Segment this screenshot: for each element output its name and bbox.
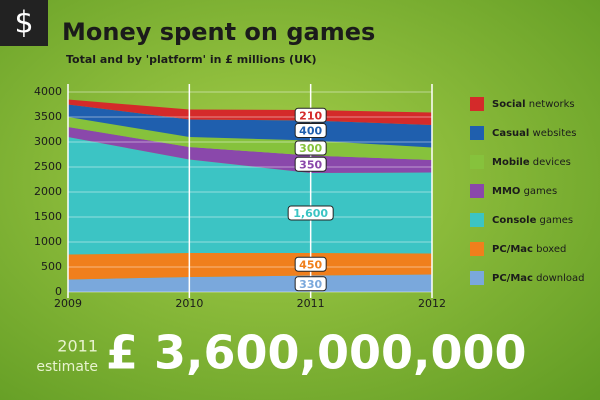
legend-label: PC/Mac download [492,273,585,284]
value-label-box [294,140,327,156]
area [68,104,432,148]
value-label: 400 [299,125,322,138]
y-tick-label: 500 [41,260,62,273]
y-tick-label: 2000 [34,185,62,198]
y-tick-label: 4000 [34,85,62,98]
legend-swatch [470,97,484,111]
legend-label: Casual websites [492,128,576,139]
legend-swatch [470,213,484,227]
value-label-box [287,205,334,221]
x-tick-label: 2011 [297,297,325,310]
y-tick-label: 3000 [34,135,62,148]
value-label: 210 [299,109,322,122]
value-label: 330 [299,278,322,291]
chart-title: Money spent on games [62,18,375,46]
area [68,137,432,255]
icon-box [0,0,48,46]
plot: 0 500 1000 1500 2000 2500 3000 3500 4000 2009 2010… [34,84,585,310]
y-tick-label: 3500 [34,110,62,123]
legend-swatch [470,155,484,169]
estimate-year: 2011 [57,337,98,356]
legend-swatch [470,271,484,285]
estimate-label: estimate [36,359,98,375]
area [68,99,432,125]
area [68,127,432,173]
legend-swatch [470,184,484,198]
x-tick-label: 2012 [418,297,446,310]
value-label: 300 [299,142,322,155]
estimate-value: £ 3,600,000,000 [106,326,527,380]
chart-subtitle: Total and by 'platform' in £ millions (U… [66,53,317,66]
y-tick-label: 0 [55,285,62,298]
value-label-box [294,156,327,172]
y-tick-label: 1500 [34,210,62,223]
value-label-box [294,123,327,138]
value-label: 1,600 [293,207,328,220]
legend-swatch [470,126,484,140]
area [68,274,432,292]
legend-label: PC/Mac boxed [492,244,566,255]
legend-label: Console games [492,215,573,226]
x-tick-label: 2009 [54,297,82,310]
icon: $ [14,6,33,41]
value-label: 350 [299,158,322,171]
value-label-box [294,256,327,272]
value-label: 450 [299,258,322,271]
value-label-box [294,107,327,123]
legend-label: Mobile devices [492,157,571,168]
value-label-box [294,276,327,292]
y-tick-label: 2500 [34,160,62,173]
y-tick-label: 1000 [34,235,62,248]
legend-label: MMO games [492,186,557,197]
area [68,117,432,160]
legend-swatch [470,242,484,256]
area [68,253,432,280]
legend-label: Social networks [492,99,575,110]
x-tick-label: 2010 [175,297,203,310]
